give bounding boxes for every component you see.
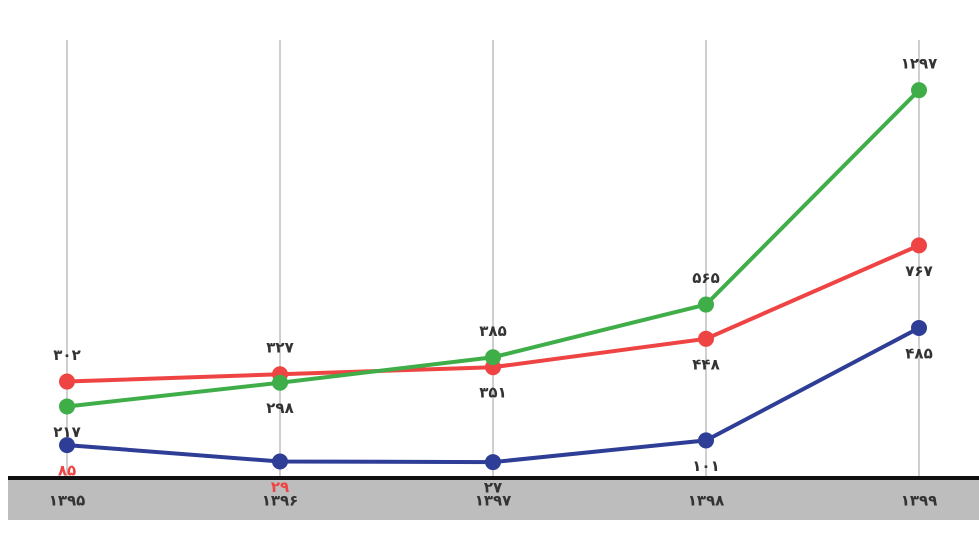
point (59, 398, 75, 415)
x-tick-label: ۱۳۹۶ (262, 492, 299, 510)
data-label: ۲۹ (271, 478, 289, 496)
data-label: ۵۶۵ (692, 269, 719, 287)
data-label: ۳۸۵ (479, 322, 506, 340)
axis-band (8, 480, 979, 520)
point (272, 453, 288, 470)
point (911, 82, 927, 99)
point (911, 237, 927, 254)
x-tick-label: ۱۳۹۷ (475, 492, 512, 510)
data-label: ۳۲۷ (266, 339, 293, 357)
point (485, 454, 501, 471)
x-tick-label: ۱۳۹۵ (49, 492, 86, 510)
data-label: ۳۵۱ (479, 384, 506, 402)
point (485, 349, 501, 366)
point (698, 296, 714, 313)
data-label: ۲۹۸ (266, 399, 293, 417)
data-label: ۱۲۹۷ (901, 55, 938, 73)
data-label: ۷۶۷ (905, 262, 932, 280)
point (59, 373, 75, 390)
point (59, 437, 75, 454)
data-label: ۴۸۵ (905, 344, 932, 362)
point (911, 319, 927, 336)
data-label: ۲۱۷ (53, 423, 80, 441)
guides (66, 40, 920, 520)
data-label: ۱۰۱ (692, 457, 719, 475)
point (698, 330, 714, 347)
point (272, 374, 288, 391)
x-tick-label: ۱۳۹۹ (901, 492, 938, 510)
data-label: ۸۵ (58, 462, 76, 480)
data-label: ۴۴۸ (692, 355, 719, 373)
x-tick-label: ۱۳۹۸ (688, 492, 725, 510)
data-label: ۲۷ (484, 479, 502, 497)
point (698, 432, 714, 449)
data-label: ۳۰۲ (53, 346, 80, 364)
